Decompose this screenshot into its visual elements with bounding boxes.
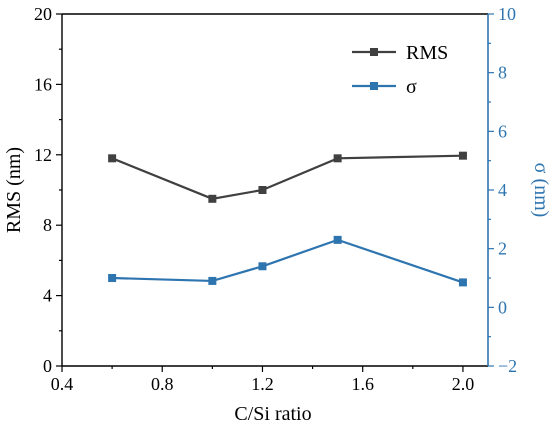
x-axis-title: C/Si ratio <box>234 403 311 425</box>
x-tick-label: 0.4 <box>51 374 74 394</box>
legend-swatch-marker <box>370 48 378 56</box>
series-line-1 <box>112 238 464 284</box>
y2-tick-label: 2 <box>498 239 507 259</box>
data-point <box>208 276 217 285</box>
y2-tick-label: 0 <box>498 297 507 317</box>
data-point <box>108 274 117 282</box>
series-layer <box>108 151 467 287</box>
series-line-0 <box>111 154 463 200</box>
y-tick-label: 8 <box>43 215 52 235</box>
y-tick-label: 12 <box>34 145 52 165</box>
data-point <box>258 186 267 194</box>
y-tick-label: 20 <box>34 4 52 24</box>
data-point <box>458 151 467 160</box>
y2-tick-label: 10 <box>498 4 516 24</box>
y2-tick-label: 8 <box>498 63 507 83</box>
legend-label: RMS <box>406 42 448 64</box>
x-tick-label: 1.2 <box>251 374 274 394</box>
plot-area: 0.4 0.8 1.2 1.6 2.0 0 4 8 12 16 20 −2 0 2 4 6 8 10 <box>34 4 517 394</box>
data-point <box>108 154 117 163</box>
data-point <box>333 154 342 163</box>
y2-tick-label: −2 <box>498 356 517 376</box>
y-axis-title: RMS (nm) <box>3 147 25 233</box>
y2-axis-title: σ (nm) <box>530 163 550 218</box>
data-point <box>333 235 342 244</box>
data-point <box>458 278 467 287</box>
data-point <box>258 262 267 271</box>
x-tick-label: 0.8 <box>151 374 174 394</box>
y2-tick-label: 4 <box>498 180 507 200</box>
y-tick-label: 0 <box>43 356 52 376</box>
legend: RMS σ <box>352 42 448 98</box>
y-tick-label: 4 <box>43 286 52 306</box>
x-tick-label: 1.6 <box>351 374 374 394</box>
y2-tick-label: 6 <box>498 121 507 141</box>
legend-label: σ <box>406 76 417 98</box>
x-tick-label: 2.0 <box>452 374 475 394</box>
data-point <box>208 194 217 203</box>
legend-swatch-marker <box>370 82 378 90</box>
y-tick-label: 16 <box>34 74 52 94</box>
